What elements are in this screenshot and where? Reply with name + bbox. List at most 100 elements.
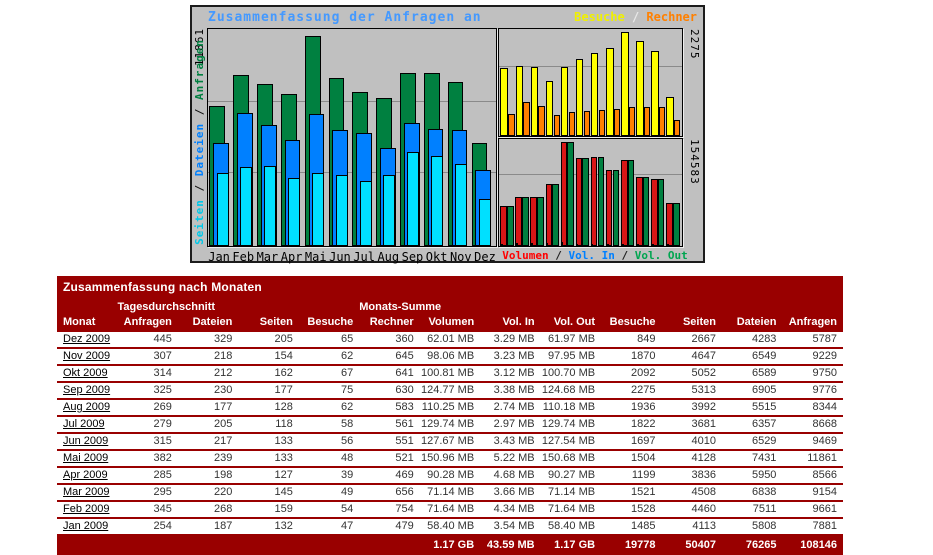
month-link-dez-2009[interactable]: Dez 2009 (63, 333, 111, 345)
bar-vol-out-feb (522, 196, 529, 246)
value-cell: 49 (298, 483, 360, 501)
value-cell: 39 (298, 466, 360, 484)
month-link-jan-2009[interactable]: Jan 2009 (63, 520, 109, 532)
bar-rechner-nov (659, 106, 666, 136)
month-cell[interactable]: Nov 2009 (57, 347, 118, 365)
month-link-okt-2009[interactable]: Okt 2009 (63, 367, 108, 379)
value-cell: 8344 (782, 398, 843, 416)
month-cell[interactable]: Mar 2009 (57, 483, 118, 501)
month-cell[interactable]: Apr 2009 (57, 466, 118, 484)
bar-group-sep (400, 29, 424, 246)
value-cell: 239 (177, 449, 239, 467)
value-cell: 9750 (782, 364, 843, 382)
month-link-feb-2009[interactable]: Feb 2009 (63, 503, 110, 515)
value-cell: 187 (177, 517, 239, 535)
value-cell: 67 (298, 364, 360, 382)
month-cell[interactable]: Jun 2009 (57, 432, 118, 450)
month-link-aug-2009[interactable]: Aug 2009 (63, 401, 111, 413)
value-cell: 154 (238, 347, 299, 365)
month-axis-labels: Jan Feb Mar Apr Mai Jun Jul Aug Sep Okt Nov Dez (207, 250, 497, 264)
bar-group-dez (666, 139, 681, 246)
month-cell[interactable]: Feb 2009 (57, 500, 118, 518)
bar-group-jan (500, 139, 515, 246)
bar-rechner-sep (628, 107, 636, 136)
month-cell[interactable]: Sep 2009 (57, 381, 118, 399)
total-cell-empty (298, 534, 360, 555)
bar-volumen-apr (545, 183, 553, 246)
value-cell: 521 (359, 449, 420, 467)
bar-seiten-okt (431, 156, 443, 246)
value-cell: 583 (359, 398, 420, 416)
totals-row: 1.17 GB 43.59 MB 1.17 GB 19778 50407 76265 108… (57, 534, 843, 555)
bar-besuche-dez (666, 97, 674, 136)
bar-vol-out-okt (642, 176, 650, 246)
month-cell[interactable]: Jan 2009 (57, 517, 118, 535)
usage-graph: Zusammenfassung der Anfragen an Besuche … (190, 5, 705, 264)
separator: / (624, 10, 647, 24)
value-cell: 9661 (782, 500, 843, 518)
bar-group-jun (575, 29, 590, 136)
value-cell: 3.66 MB (480, 483, 541, 501)
bar-vol-in-apr (545, 242, 549, 246)
value-cell: 217 (177, 432, 239, 450)
right-axis-top-max-label: 2275 (688, 29, 701, 60)
total-cell: 43.59 MB (480, 534, 541, 555)
value-cell: 314 (117, 364, 178, 382)
bar-besuche-jul (590, 52, 599, 136)
bar-volumen-nov (651, 178, 658, 246)
legend-besuche-rechner: Besuche / Rechner (574, 10, 697, 24)
bar-group-feb (515, 139, 530, 246)
value-cell: 3836 (661, 466, 722, 484)
value-cell: 2092 (601, 364, 662, 382)
month-link-nov-2009[interactable]: Nov 2009 (63, 350, 111, 362)
value-cell: 133 (238, 432, 299, 450)
month-link-jul-2009[interactable]: Jul 2009 (63, 418, 105, 430)
month-cell[interactable]: Jul 2009 (57, 415, 118, 433)
value-cell: 1697 (601, 432, 662, 450)
value-cell: 218 (177, 347, 239, 365)
bar-group-apr (280, 29, 304, 246)
bar-vol-out-apr (552, 183, 559, 246)
value-cell: 118 (238, 415, 299, 433)
visits-bars (500, 29, 681, 136)
month-link-mar-2009[interactable]: Mar 2009 (63, 486, 110, 498)
bar-rechner-apr (553, 114, 560, 136)
column-header-seiten-sum: Seiten (661, 315, 722, 331)
value-cell: 2667 (661, 330, 722, 348)
value-cell: 177 (238, 381, 299, 399)
bar-besuche-jun (575, 58, 584, 136)
value-cell: 220 (177, 483, 239, 501)
month-cell[interactable]: Mai 2009 (57, 449, 118, 467)
value-cell: 9229 (782, 347, 843, 365)
value-cell: 9469 (782, 432, 843, 450)
bar-vol-out-sep (627, 160, 635, 246)
table-row: Nov 2009 307 218 154 62 645 98.06 MB 3.23 MB 97.… (57, 347, 843, 365)
bar-vol-in-aug (606, 244, 609, 246)
month-cell[interactable]: Aug 2009 (57, 398, 118, 416)
month-link-sep-2009[interactable]: Sep 2009 (63, 384, 111, 396)
bar-vol-out-dez (672, 203, 680, 246)
month-link-jun-2009[interactable]: Jun 2009 (63, 435, 109, 447)
value-cell: 1528 (601, 500, 662, 518)
month-label-feb: Feb (232, 250, 255, 264)
column-header-rechner: Rechner (359, 315, 420, 331)
month-link-mai-2009[interactable]: Mai 2009 (63, 452, 109, 464)
month-cell[interactable]: Dez 2009 (57, 330, 118, 348)
month-cell[interactable]: Okt 2009 (57, 364, 118, 382)
bar-besuche-mai (560, 67, 569, 136)
value-cell: 4508 (661, 483, 722, 501)
value-cell: 1822 (601, 415, 662, 433)
bar-besuche-feb (515, 66, 524, 136)
value-cell: 7431 (721, 449, 783, 467)
value-cell: 315 (117, 432, 178, 450)
bar-seiten-aug (383, 175, 396, 246)
bar-seiten-mar (264, 166, 277, 246)
month-link-apr-2009[interactable]: Apr 2009 (63, 469, 108, 481)
separator: / (193, 176, 206, 200)
value-cell: 5808 (721, 517, 783, 535)
value-cell: 54 (298, 500, 360, 518)
bar-group-feb (515, 29, 530, 136)
bar-vol-in-mar (530, 243, 534, 246)
bar-group-nov (651, 139, 666, 246)
month-label-jul: Jul (353, 250, 375, 264)
